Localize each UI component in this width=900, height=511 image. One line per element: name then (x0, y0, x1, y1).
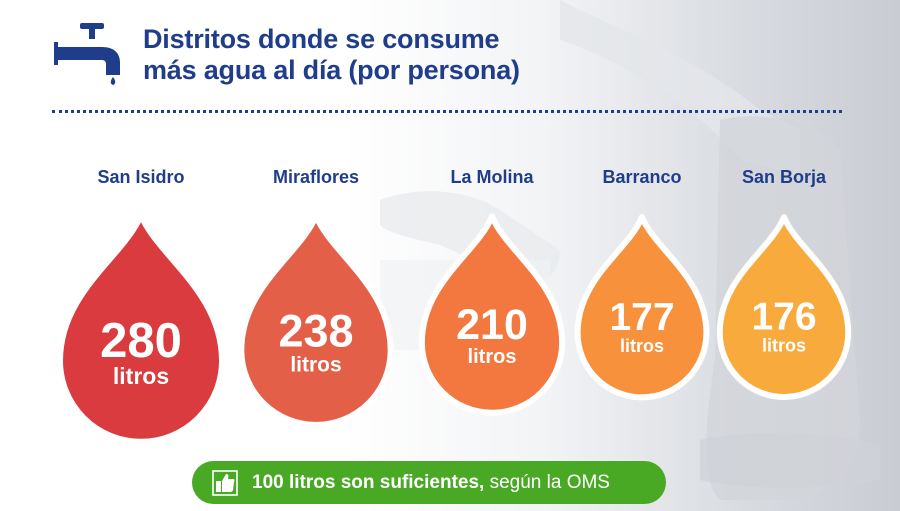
title-line-2: más agua al día (por persona) (143, 55, 520, 85)
district-label: San Isidro (97, 167, 184, 187)
district-label: Barranco (602, 167, 681, 187)
note-text-rest: según la OMS (484, 471, 610, 493)
unit-label: litros (113, 363, 169, 389)
water-drop-miraflores (238, 212, 394, 429)
water-drop-san-borja (716, 214, 852, 400)
water-drop-barranco (574, 214, 710, 401)
unit-label: litros (290, 353, 341, 376)
unit-label: litros (762, 335, 806, 355)
dotted-divider (52, 110, 842, 113)
note-text: 100 litros son suficientes, según la OMS (252, 472, 610, 494)
value-label: 280 (100, 314, 182, 368)
water-faucet-icon (54, 23, 120, 85)
value-label: 177 (609, 296, 674, 339)
thumbs-up-icon (212, 469, 238, 496)
unit-label: litros (620, 336, 664, 356)
district-label: Miraflores (273, 167, 359, 187)
unit-label: litros (468, 346, 517, 368)
value-label: 238 (278, 305, 353, 356)
note-text-bold: 100 litros son suficientes, (252, 471, 485, 493)
water-drop-san-isidro (57, 212, 225, 445)
value-label: 176 (751, 295, 816, 338)
title-line-1: Distritos donde se consume (143, 24, 500, 54)
value-label: 210 (456, 301, 528, 349)
who-note-badge: 100 litros son suficientes, según la OMS (192, 461, 666, 504)
page-title: Distritos donde se consume más agua al d… (143, 24, 520, 86)
district-label: San Borja (742, 167, 827, 187)
water-drop-la-molina (418, 213, 566, 416)
district-label: La Molina (450, 167, 534, 187)
